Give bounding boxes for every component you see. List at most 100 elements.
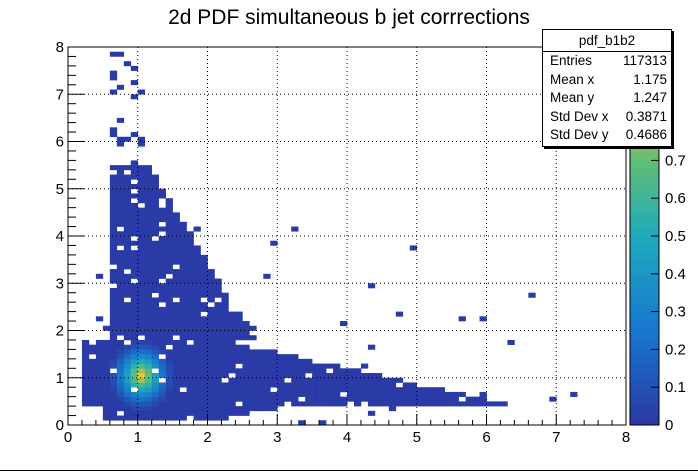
heatmap-cell [109,354,118,360]
heatmap-cell [123,207,132,213]
heatmap-cell [102,368,111,374]
heatmap-cell [179,297,187,303]
heatmap-cell [305,363,313,369]
heatmap-cell [116,184,125,190]
heatmap-cell [179,321,187,327]
heatmap-cell [137,264,146,270]
heatmap-cell [137,306,146,312]
heatmap-cell [221,349,229,355]
heatmap-cell [186,349,194,355]
heatmap-cell [179,221,187,227]
heatmap-cell [116,51,125,57]
heatmap-cell [270,377,278,383]
heatmap-cell [193,269,201,275]
heatmap-cell [144,415,153,421]
heatmap-cell [179,269,187,275]
heatmap-cell [88,368,97,374]
heatmap-cell [437,387,445,393]
heatmap-cell [109,349,118,355]
heatmap-cell [137,179,146,185]
heatmap-cell [151,212,159,218]
heatmap-cell [130,349,139,355]
heatmap-cell [186,382,194,388]
heatmap-cell [214,391,222,397]
heatmap-cell [319,387,327,393]
colorbar-segment [630,349,659,358]
heatmap-cell [200,269,208,275]
heatmap-cell [179,254,187,260]
heatmap-cell [137,311,146,317]
heatmap-cell [193,335,201,341]
heatmap-cell [158,349,166,355]
heatmap-cell [312,368,320,374]
heatmap-cell [249,396,257,402]
heatmap-cell [193,410,201,416]
heatmap-cell [207,358,215,364]
heatmap-cell [144,202,153,208]
heatmap-cell [95,396,104,402]
heatmap-cell [214,283,222,289]
heatmap-cell [116,382,125,388]
heatmap-cell [214,311,222,317]
heatmap-cell [179,240,187,246]
heatmap-cell [458,401,466,407]
heatmap-cell [116,302,125,308]
heatmap-cell [158,396,166,402]
heatmap-cell [172,339,180,345]
heatmap-cell [137,391,146,397]
heatmap-cell [423,396,432,402]
heatmap-cell [95,358,104,364]
heatmap-cell [123,278,132,284]
heatmap-cell [228,382,236,388]
heatmap-cell [228,321,236,327]
heatmap-cell [158,254,166,260]
heatmap-cell [305,382,313,388]
heatmap-cell [249,377,257,383]
heatmap-cell [102,344,111,350]
heatmap-cell [333,396,341,402]
heatmap-cell [221,335,229,341]
heatmap-cell [151,321,159,327]
heatmap-cell [193,226,201,232]
heatmap-cell [144,259,153,265]
heatmap-cell [137,231,146,237]
heatmap-cell [228,316,236,322]
heatmap-cell [88,391,97,397]
heatmap-cell [123,202,132,208]
y-tick-label: 7 [56,86,64,103]
heatmap-cell [186,240,194,246]
heatmap-cell [179,396,187,402]
heatmap-cell [123,136,132,142]
heatmap-cell [430,401,438,407]
heatmap-cell [263,387,271,393]
heatmap-cell [130,363,139,369]
heatmap-cell [165,264,173,270]
heatmap-cell [200,377,208,383]
heatmap-cell [130,165,139,171]
heatmap-cell [200,344,208,350]
heatmap-cell [137,373,146,379]
heatmap-cell [109,179,118,185]
heatmap-cell [172,269,180,275]
heatmap-cell [207,406,215,412]
heatmap-cell [123,273,132,279]
heatmap-cell [102,391,111,397]
heatmap-cell [319,368,327,374]
heatmap-cell [137,287,146,294]
heatmap-cell [242,387,250,393]
heatmap-cell [179,391,187,397]
heatmap-cell [172,259,180,265]
heatmap-cell [395,391,404,397]
heatmap-cell [95,373,104,379]
heatmap-cell [402,382,411,388]
heatmap-cell [123,349,132,355]
heatmap-cell [193,297,201,303]
heatmap-cell [228,363,236,369]
heatmap-cell [340,396,348,402]
heatmap-cell [207,363,215,369]
heatmap-cell [242,391,250,397]
heatmap-cell [144,373,153,379]
heatmap-cell [214,339,222,345]
heatmap-cell [312,391,320,397]
heatmap-cell [151,221,159,227]
